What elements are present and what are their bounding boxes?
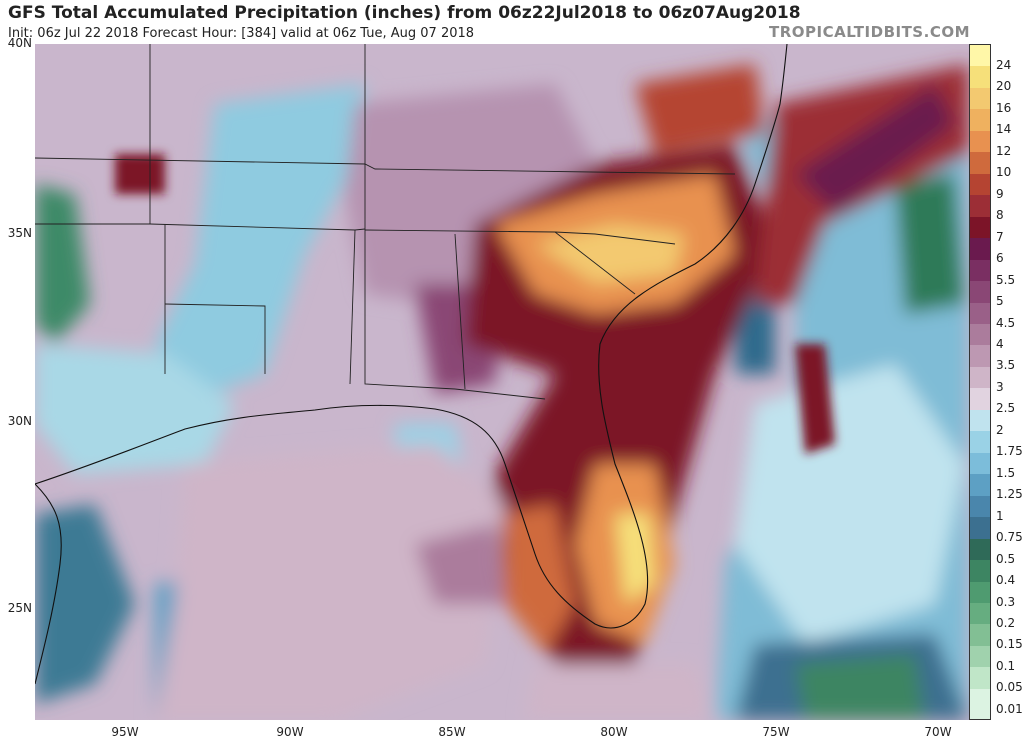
- color-swatch: [970, 495, 990, 519]
- state-border-lines: [35, 44, 736, 400]
- color-swatch: [970, 366, 990, 390]
- color-scale-label: 0.2: [996, 615, 1016, 630]
- color-scale-label: 10: [996, 165, 1012, 180]
- precipitation-map: [35, 44, 969, 720]
- color-swatch: [970, 345, 990, 368]
- color-swatch: [970, 302, 990, 325]
- color-scale-label: 0.75: [996, 530, 1023, 545]
- color-scale-label: 5: [996, 294, 1004, 309]
- color-swatch: [970, 238, 990, 261]
- color-swatch: [970, 173, 990, 197]
- color-scale-label: 8: [996, 208, 1004, 223]
- color-swatch: [970, 688, 990, 719]
- color-scale-label: 0.1: [996, 658, 1016, 673]
- color-scale-label: 4.5: [996, 315, 1016, 330]
- color-swatch: [970, 517, 990, 540]
- color-scale-label: 3.5: [996, 358, 1016, 373]
- color-swatch: [970, 667, 990, 690]
- color-swatch: [970, 474, 990, 497]
- precipitation-field: [35, 64, 969, 720]
- color-scale-bar: [969, 44, 991, 720]
- color-swatch: [970, 259, 990, 283]
- color-scale-label: 0.15: [996, 637, 1023, 652]
- color-swatch: [970, 66, 990, 89]
- color-scale-label: 4: [996, 336, 1004, 351]
- coastline-lines: [35, 44, 788, 685]
- color-swatch: [970, 560, 990, 583]
- color-scale-label: 7: [996, 229, 1004, 244]
- color-scale-label: 14: [996, 122, 1012, 137]
- color-swatch: [970, 109, 990, 132]
- color-swatch: [970, 624, 990, 647]
- color-scale-label: 1.5: [996, 465, 1016, 480]
- color-swatch: [970, 431, 990, 454]
- lat-label-35n: 35N: [7, 226, 32, 240]
- color-scale-label: 24: [996, 58, 1012, 72]
- color-scale-label: 1: [996, 508, 1004, 523]
- color-swatch: [970, 538, 990, 562]
- lon-label-75w: 75W: [762, 725, 790, 739]
- color-scale-label: 2.5: [996, 401, 1016, 416]
- lon-label-90w: 90W: [276, 725, 304, 739]
- lon-label-95w: 95W: [111, 725, 139, 739]
- color-scale-label: 1.75: [996, 444, 1023, 459]
- map-title: GFS Total Accumulated Precipitation (inc…: [8, 3, 801, 23]
- color-swatch: [970, 452, 990, 476]
- color-swatch: [970, 645, 990, 669]
- color-swatch: [970, 195, 990, 218]
- lat-label-30n: 30N: [7, 414, 32, 428]
- color-scale-label: 0.3: [996, 594, 1016, 609]
- brand-watermark: TROPICALTIDBITS.COM: [769, 23, 970, 41]
- color-swatch: [970, 581, 990, 604]
- color-scale-label: 20: [996, 79, 1012, 94]
- color-scale-label: 0.05: [996, 680, 1023, 695]
- color-swatch: [970, 130, 990, 154]
- color-swatch: [970, 323, 990, 347]
- color-scale-label: 6: [996, 251, 1004, 266]
- color-scale-label: 0.4: [996, 573, 1016, 588]
- color-scale-label: 1.25: [996, 487, 1023, 502]
- color-scale-label: 16: [996, 100, 1012, 115]
- color-swatch: [970, 87, 990, 111]
- lat-label-40n: 40N: [7, 36, 32, 50]
- color-scale-label: 12: [996, 143, 1012, 158]
- color-scale-label: 0.5: [996, 551, 1016, 566]
- color-swatch: [970, 216, 990, 240]
- color-swatch: [970, 409, 990, 433]
- lat-label-25n: 25N: [7, 601, 32, 615]
- color-swatch: [970, 152, 990, 175]
- lon-label-85w: 85W: [438, 725, 466, 739]
- lon-label-70w: 70W: [924, 725, 952, 739]
- color-swatch: [970, 388, 990, 411]
- color-swatch: [970, 45, 990, 68]
- color-scale-label: 0.01: [996, 701, 1023, 716]
- color-swatch: [970, 602, 990, 626]
- color-scale-label: 9: [996, 186, 1004, 201]
- map-subtitle: Init: 06z Jul 22 2018 Forecast Hour: [38…: [8, 26, 475, 41]
- color-swatch: [970, 281, 990, 304]
- color-scale-label: 2: [996, 422, 1004, 437]
- lon-label-80w: 80W: [600, 725, 628, 739]
- color-scale-label: 3: [996, 379, 1004, 394]
- color-scale-label: 5.5: [996, 272, 1016, 287]
